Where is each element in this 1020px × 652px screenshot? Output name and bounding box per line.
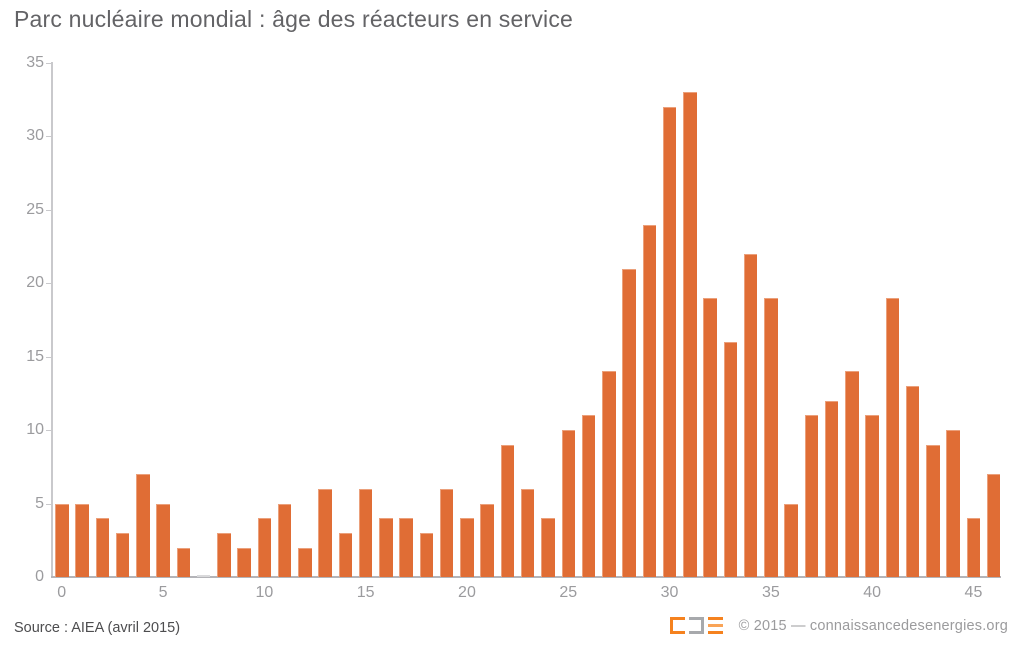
bar-age-0 (55, 503, 69, 577)
bar-age-13 (318, 488, 332, 577)
bar-age-44 (946, 430, 960, 577)
x-axis-tick-label: 0 (57, 584, 67, 601)
bar-age-2 (95, 518, 110, 577)
y-axis-tick-mark (46, 503, 52, 505)
y-axis-tick-mark (46, 430, 52, 432)
bar-age-7 (196, 575, 211, 577)
x-axis-tick-label: 35 (761, 584, 780, 601)
bar-age-38 (824, 400, 839, 577)
bar-age-21 (480, 503, 494, 577)
y-axis-tick-label: 30 (26, 127, 44, 145)
x-axis-tick-label: 25 (559, 584, 578, 601)
bar-age-18 (419, 532, 434, 577)
bar-age-34 (743, 253, 758, 577)
copyright-label: © 2015 — connaissancedesenergies.org (738, 617, 1008, 634)
bar-age-41 (885, 297, 900, 577)
bar-age-14 (338, 532, 353, 577)
bar-age-5 (156, 503, 170, 577)
x-axis-tick-label: 30 (660, 584, 679, 601)
bar-age-45 (966, 518, 981, 577)
bar-age-27 (602, 371, 616, 577)
x-axis-line (51, 576, 1001, 578)
bar-age-4 (136, 474, 150, 577)
bar-age-19 (439, 488, 454, 577)
x-axis-tick-label: 40 (863, 584, 882, 601)
bar-age-3 (115, 532, 130, 577)
bar-age-40 (865, 415, 879, 577)
chart-title: Parc nucléaire mondial : âge des réacteu… (14, 6, 574, 32)
y-axis-tick-label: 20 (26, 274, 44, 292)
y-axis-tick-label: 25 (26, 200, 44, 218)
bar-age-10 (257, 518, 272, 577)
bar-age-37 (804, 415, 819, 577)
bar-age-32 (703, 297, 717, 577)
y-axis-line (51, 62, 53, 577)
bar-age-20 (460, 518, 474, 577)
bar-age-33 (723, 342, 738, 577)
y-axis-tick-label: 35 (26, 54, 44, 71)
bar-age-11 (277, 503, 292, 577)
bar-age-22 (500, 444, 515, 577)
y-axis-tick-label: 5 (35, 494, 44, 512)
x-axis-tick-label: 15 (356, 584, 375, 601)
y-axis-tick-mark (46, 356, 52, 358)
y-axis-tick-label: 15 (26, 347, 44, 365)
bar-age-17 (399, 518, 413, 577)
x-axis-tick-label: 5 (158, 584, 168, 601)
bar-age-8 (217, 532, 231, 577)
x-axis-tick-label: 10 (255, 584, 274, 601)
y-axis-tick-label: 10 (26, 421, 44, 439)
bar-age-36 (784, 503, 798, 577)
bar-age-23 (520, 488, 535, 577)
bar-age-1 (75, 503, 89, 577)
y-axis-tick-mark (46, 136, 52, 138)
cde-logo-xi-icon (707, 617, 723, 634)
footer-right: © 2015 — connaissancedesenergies.org (669, 617, 1008, 634)
bar-age-9 (237, 547, 251, 577)
bar-age-24 (541, 518, 555, 577)
bar-age-30 (662, 107, 677, 577)
bar-age-39 (845, 371, 859, 577)
bar-age-12 (298, 547, 312, 577)
bar-age-46 (986, 474, 1001, 577)
bar-age-16 (379, 518, 393, 577)
cde-logo-icon (669, 617, 723, 634)
bar-age-35 (764, 297, 778, 577)
y-axis-tick-label: 0 (35, 568, 44, 585)
bar-age-43 (926, 444, 940, 577)
y-axis-tick-mark (46, 63, 52, 64)
cde-logo-c-icon (669, 617, 685, 634)
bar-age-26 (581, 415, 596, 577)
cde-logo-reversed-c-icon (688, 617, 704, 634)
bar-age-15 (358, 488, 373, 577)
x-axis-tick-label: 45 (964, 584, 983, 601)
bar-age-31 (683, 92, 697, 577)
bar-age-42 (905, 386, 920, 577)
bar-age-6 (176, 547, 191, 577)
bar-age-28 (622, 268, 636, 577)
bar-age-25 (561, 430, 575, 577)
source-label: Source : AIEA (avril 2015) (14, 620, 181, 636)
bar-age-29 (642, 224, 657, 577)
y-axis-tick-mark (46, 209, 52, 211)
y-axis-tick-mark (46, 283, 52, 285)
x-axis-tick-label: 20 (458, 584, 476, 601)
